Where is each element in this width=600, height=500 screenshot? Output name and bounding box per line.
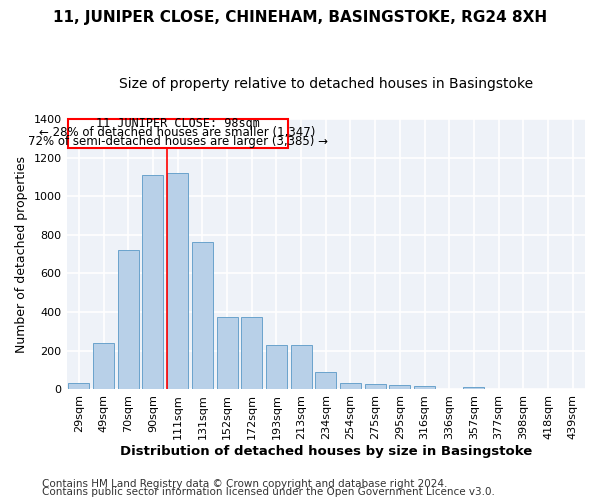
Bar (93, 343, 114, 389)
Bar (340, 384, 361, 389)
Text: 72% of semi-detached houses are larger (3,385) →: 72% of semi-detached houses are larger (… (28, 135, 328, 148)
X-axis label: Distribution of detached houses by size in Basingstoke: Distribution of detached houses by size … (119, 444, 532, 458)
Bar (365, 384, 386, 389)
Bar (414, 386, 435, 389)
Bar (290, 344, 311, 389)
Text: Contains public sector information licensed under the Open Government Licence v3: Contains public sector information licen… (42, 487, 495, 497)
Text: Contains HM Land Registry data © Crown copyright and database right 2024.: Contains HM Land Registry data © Crown c… (42, 479, 448, 489)
Bar (118, 250, 139, 389)
Bar (68, 384, 89, 389)
Bar (389, 385, 410, 389)
Title: Size of property relative to detached houses in Basingstoke: Size of property relative to detached ho… (119, 78, 533, 92)
Text: 11, JUNIPER CLOSE, CHINEHAM, BASINGSTOKE, RG24 8XH: 11, JUNIPER CLOSE, CHINEHAM, BASINGSTOKE… (53, 10, 547, 25)
Bar (68, 120, 287, 148)
Text: ← 28% of detached houses are smaller (1,347): ← 28% of detached houses are smaller (1,… (40, 126, 316, 139)
Bar (315, 372, 336, 389)
Bar (266, 344, 287, 389)
Bar (192, 242, 213, 389)
Text: 11 JUNIPER CLOSE: 98sqm: 11 JUNIPER CLOSE: 98sqm (96, 118, 260, 130)
Bar (167, 173, 188, 389)
Bar (241, 317, 262, 389)
Bar (463, 387, 484, 389)
Bar (142, 175, 163, 389)
Bar (217, 317, 238, 389)
Y-axis label: Number of detached properties: Number of detached properties (15, 156, 28, 352)
